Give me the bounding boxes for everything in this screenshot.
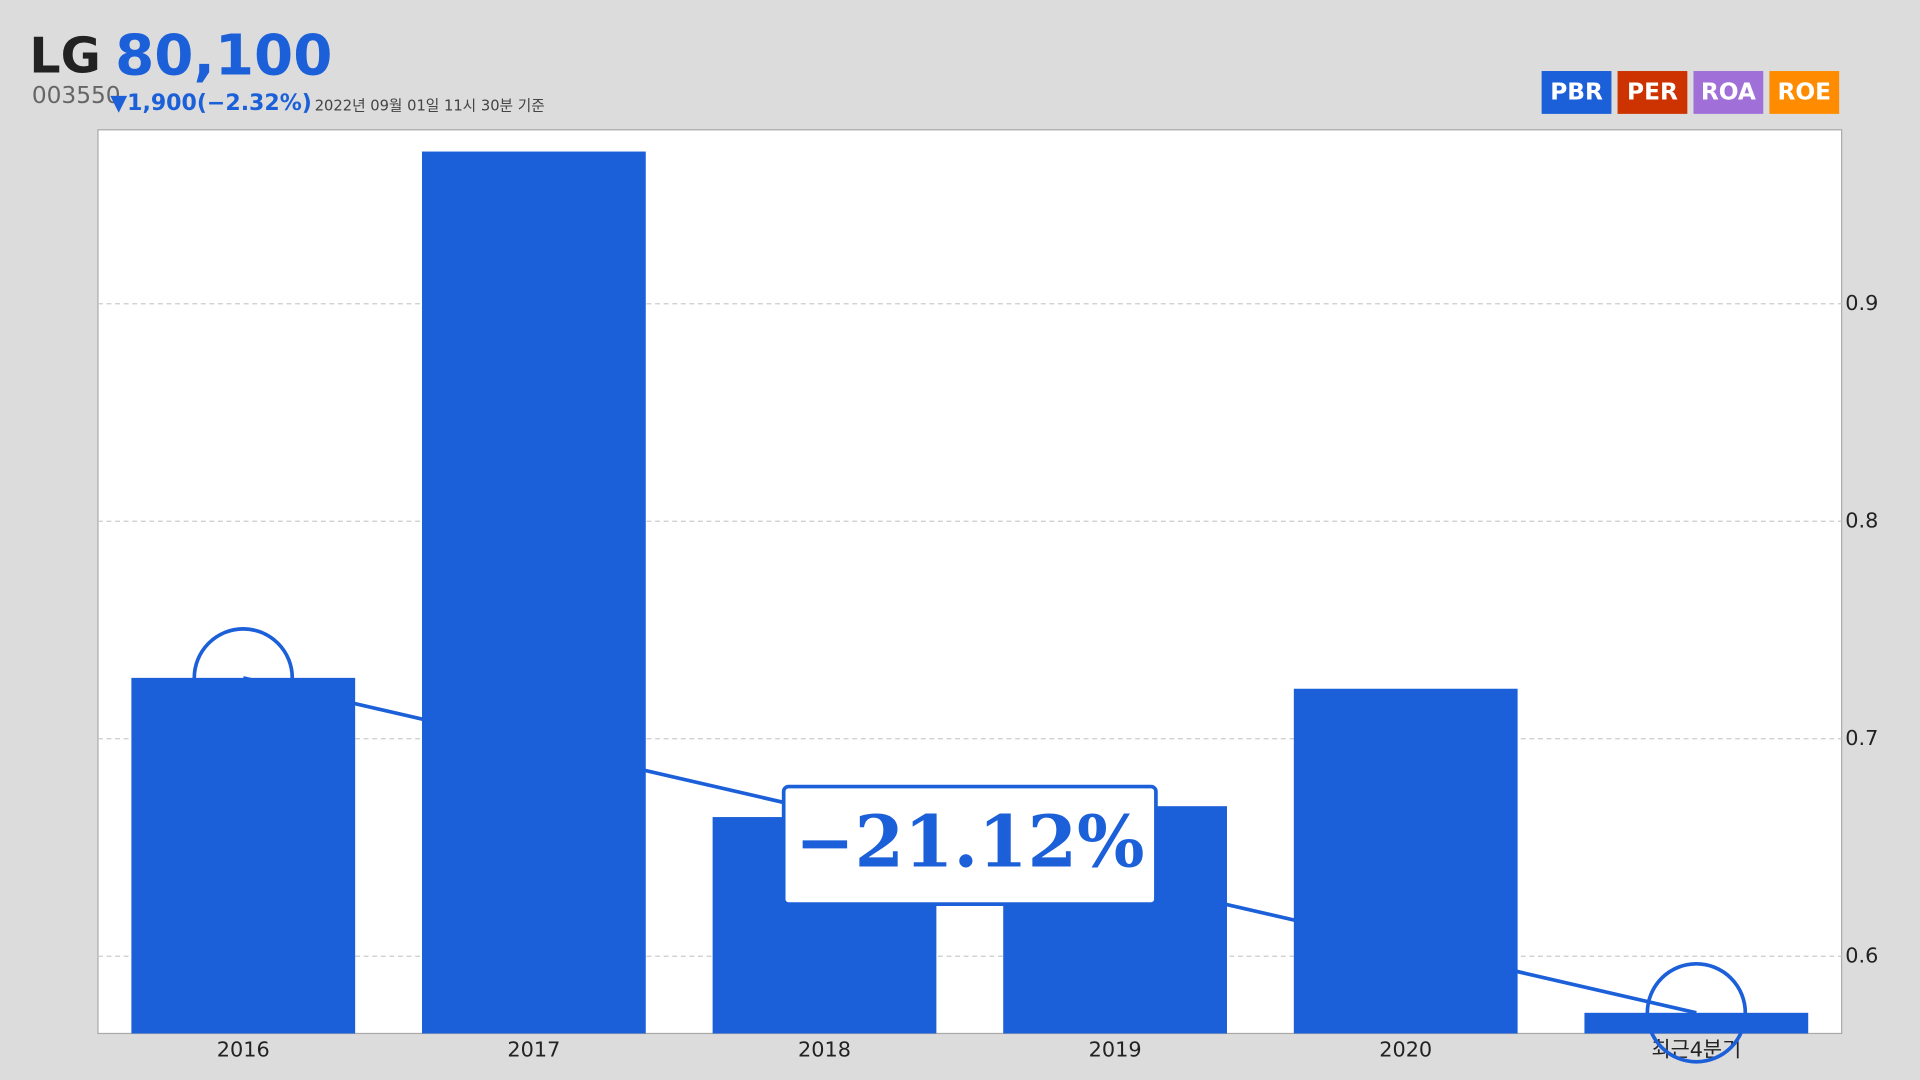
tab-button[interactable] [1541, 71, 1612, 114]
tab-label[interactable]: ROE [1778, 79, 1832, 106]
x-tick-label: 2018 [798, 1038, 851, 1062]
end-marker [1645, 961, 1748, 1064]
price-change: ▼1,900(−2.32%) [110, 91, 312, 116]
y-tick-label: 0.6 [1845, 943, 1878, 967]
stock-name: LG [29, 27, 100, 84]
y-tick-label: 0.8 [1845, 508, 1878, 532]
bar [1584, 1012, 1809, 1034]
stock-price: 80,100 [115, 23, 332, 88]
bar [421, 151, 646, 1034]
x-tick-label: 2016 [217, 1038, 270, 1062]
x-tick-label: 2017 [507, 1038, 560, 1062]
tab-label[interactable]: PER [1627, 79, 1678, 106]
tab-button[interactable] [1617, 71, 1688, 114]
timestamp: 2022년 09월 01일 11시 30분 기준 [315, 98, 545, 115]
annotation-box [781, 784, 1158, 906]
bar [131, 677, 356, 1034]
stock-code: 003550 [32, 82, 121, 109]
tab-label[interactable]: PBR [1550, 79, 1603, 106]
x-tick-label: 2019 [1089, 1038, 1142, 1062]
tab-label[interactable]: ROA [1701, 79, 1756, 106]
tab-button[interactable] [1769, 71, 1840, 114]
tab-button[interactable] [1693, 71, 1764, 114]
y-tick-label: 0.9 [1845, 291, 1878, 315]
x-tick-label: 2020 [1379, 1038, 1432, 1062]
bar [1293, 688, 1518, 1034]
start-marker [192, 627, 295, 729]
annotation-label: −21.12% [795, 799, 1144, 883]
y-tick-label: 0.7 [1845, 726, 1878, 750]
